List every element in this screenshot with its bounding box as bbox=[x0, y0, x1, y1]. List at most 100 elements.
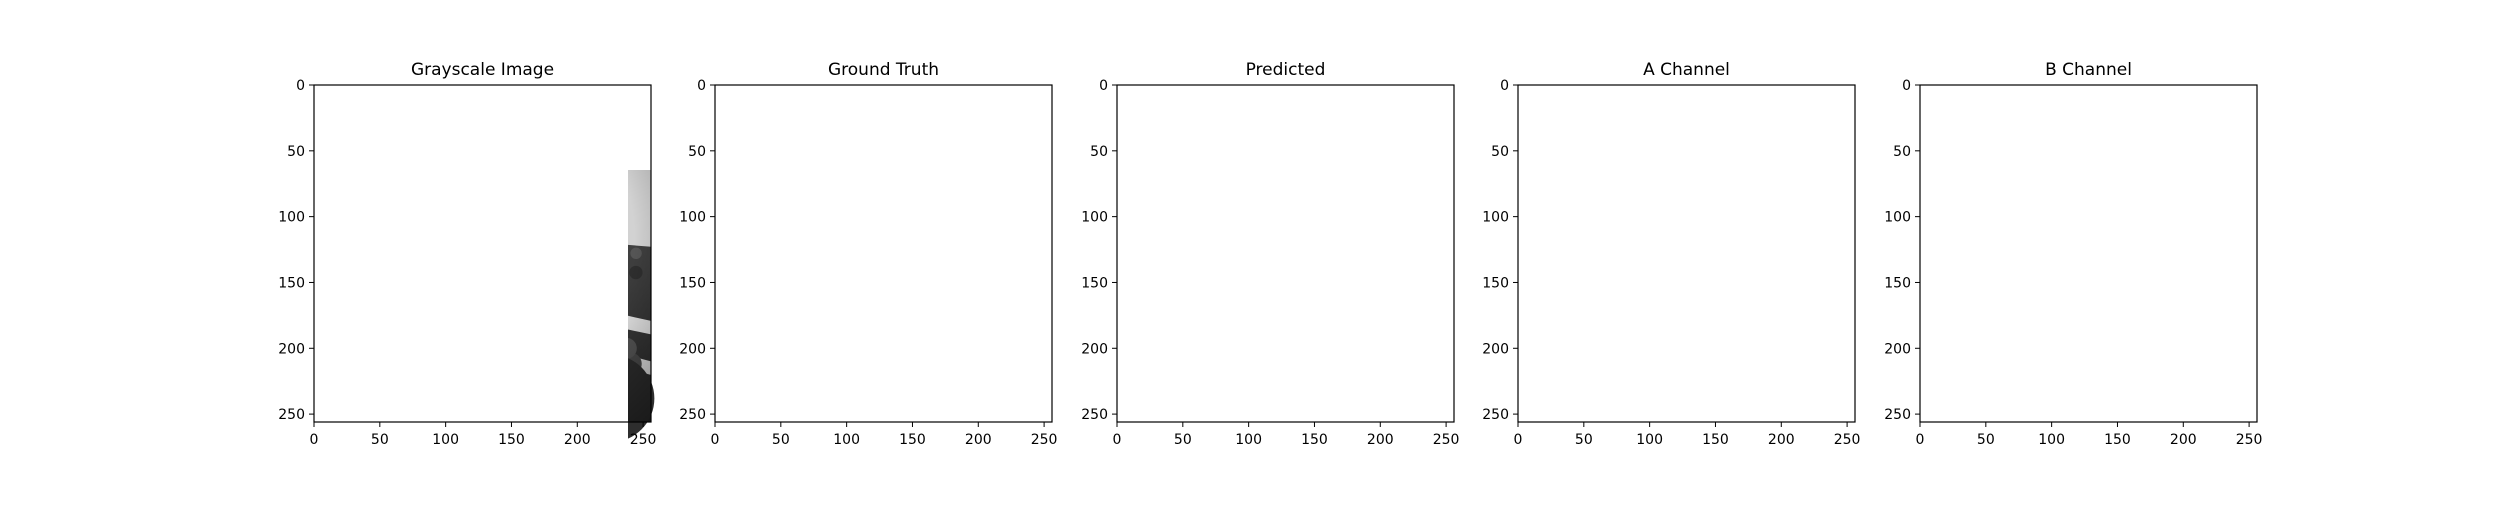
audience-head bbox=[1943, 225, 1952, 234]
ceiling-light bbox=[2075, 176, 2093, 188]
audience-head bbox=[2236, 248, 2247, 259]
audience-head bbox=[1765, 310, 1783, 328]
audience-head bbox=[730, 270, 744, 284]
audience-head bbox=[1169, 227, 1178, 236]
audience-head bbox=[1779, 241, 1790, 252]
y-tick-label: 100 bbox=[1884, 210, 1911, 226]
audience-head bbox=[1604, 288, 1620, 304]
y-tick-label: 0 bbox=[296, 78, 305, 94]
audience-head bbox=[1796, 352, 1818, 374]
audience-head bbox=[1031, 248, 1042, 259]
audience-head bbox=[1834, 248, 1845, 259]
audience-head bbox=[1378, 241, 1389, 252]
audience-head bbox=[455, 290, 471, 306]
audience-head bbox=[1188, 262, 1201, 275]
ceiling-light bbox=[1754, 94, 1792, 110]
back-wall bbox=[715, 159, 1052, 253]
audience-head bbox=[1150, 255, 1162, 267]
audience-head bbox=[1671, 254, 1683, 266]
audience-head bbox=[976, 241, 987, 252]
audience-head bbox=[1709, 277, 1724, 292]
audience-head bbox=[536, 321, 555, 340]
audience-head bbox=[1229, 269, 1243, 283]
audience-head bbox=[1723, 234, 1733, 244]
audience-head bbox=[755, 252, 767, 264]
audience-head bbox=[2110, 285, 2125, 300]
projection-screen bbox=[530, 176, 584, 230]
audience-head bbox=[718, 243, 729, 254]
y-tick-label: 50 bbox=[688, 144, 706, 160]
audience-head bbox=[1120, 243, 1131, 254]
audience-head bbox=[1991, 262, 2004, 275]
audience-head bbox=[1203, 288, 1219, 304]
ceiling-light bbox=[742, 170, 770, 184]
foreground-hair bbox=[1979, 272, 2109, 422]
foreground-hair-highlight bbox=[1611, 300, 1680, 422]
audience-head bbox=[492, 267, 505, 280]
ceiling-light bbox=[348, 100, 389, 117]
ceiling-light bbox=[1947, 170, 1975, 184]
y-tick-label: 0 bbox=[697, 78, 706, 94]
audience-head bbox=[1588, 341, 1609, 362]
image-vignette bbox=[715, 85, 1052, 422]
back-wall bbox=[1518, 159, 1855, 253]
audience-head bbox=[897, 225, 906, 234]
audience-head bbox=[869, 278, 884, 293]
audience-head bbox=[780, 275, 794, 289]
audience-head bbox=[385, 262, 398, 275]
y-tick-label: 50 bbox=[1491, 144, 1509, 160]
audience-head bbox=[504, 281, 519, 296]
ceiling-light bbox=[1292, 127, 1320, 141]
audience-head bbox=[858, 339, 879, 360]
audience-area bbox=[1518, 220, 1855, 422]
x-tick-label: 50 bbox=[772, 432, 790, 448]
y-tick-label: 200 bbox=[278, 341, 305, 357]
audience-head bbox=[2216, 258, 2229, 271]
audience-head bbox=[1279, 229, 1288, 238]
x-tick-label: 0 bbox=[310, 432, 319, 448]
x-tick-label: 200 bbox=[1768, 432, 1795, 448]
y-tick-label: 150 bbox=[1081, 275, 1108, 291]
audience-head bbox=[1649, 237, 1659, 247]
desk-row bbox=[1318, 328, 1454, 375]
audience-head bbox=[1739, 309, 1757, 327]
audience-head bbox=[801, 288, 817, 304]
audience-head bbox=[747, 329, 767, 349]
audience-head bbox=[1696, 267, 1709, 280]
axes-frame bbox=[1116, 84, 1455, 423]
audience-head bbox=[1140, 225, 1149, 234]
audience-head bbox=[862, 234, 872, 244]
audience-head bbox=[1017, 338, 1038, 359]
audience-head bbox=[1187, 341, 1208, 362]
audience-head bbox=[452, 335, 473, 356]
audience-head bbox=[1264, 234, 1274, 244]
audience-head bbox=[1551, 282, 1566, 297]
audience-head bbox=[330, 340, 351, 361]
audience-head bbox=[846, 237, 856, 247]
ceiling-light bbox=[2095, 127, 2123, 141]
audience-head bbox=[1422, 353, 1444, 375]
audience-head bbox=[2022, 270, 2036, 284]
audience-head bbox=[2163, 308, 2181, 326]
desk-row bbox=[1746, 368, 1855, 415]
audience-head bbox=[2082, 254, 2094, 266]
audience-head bbox=[905, 281, 920, 296]
audience-head bbox=[1395, 352, 1417, 374]
audience-head bbox=[2198, 352, 2220, 374]
audience-head bbox=[1913, 324, 1932, 343]
audience-head bbox=[1432, 266, 1445, 279]
audience-head bbox=[1159, 326, 1179, 346]
audience-head bbox=[1659, 290, 1675, 306]
ceiling-light bbox=[1353, 94, 1391, 110]
audience-head bbox=[458, 253, 470, 265]
audience-head bbox=[307, 324, 326, 343]
audience-head bbox=[1288, 334, 1309, 355]
audience-head bbox=[495, 288, 511, 304]
audience-head bbox=[468, 278, 483, 293]
audience-head bbox=[757, 326, 777, 346]
audience-head bbox=[2060, 289, 2076, 305]
audience-head bbox=[1258, 290, 1274, 306]
audience-head bbox=[1699, 288, 1715, 304]
audience-head bbox=[1971, 222, 1980, 231]
